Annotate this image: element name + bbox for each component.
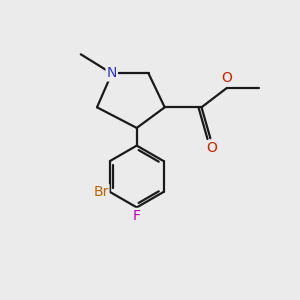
Text: F: F — [133, 209, 141, 223]
Text: Br: Br — [93, 185, 109, 199]
Text: N: N — [106, 66, 117, 80]
Text: O: O — [206, 141, 217, 155]
Text: O: O — [221, 71, 232, 85]
